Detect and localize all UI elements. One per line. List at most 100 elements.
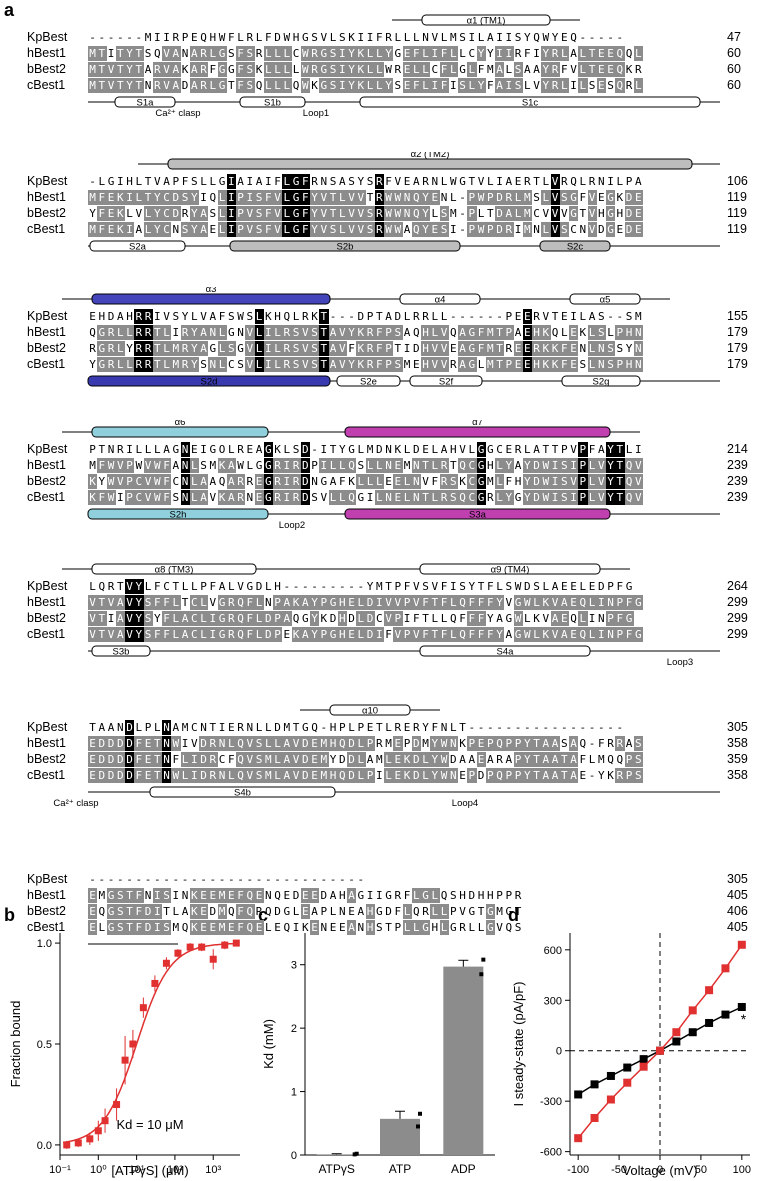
- sequence-name: bBest2: [27, 341, 66, 355]
- strand-cylinder: [539, 240, 611, 252]
- category-label: ATPγS: [318, 1162, 354, 1176]
- sequence-end-number: 405: [727, 888, 748, 902]
- sequence-name: cBest1: [27, 490, 66, 504]
- sequence-end-number: 359: [727, 752, 748, 766]
- secondary-structure-top: α10: [300, 704, 440, 717]
- y-tick-label: 0.0: [37, 1140, 52, 1152]
- secondary-structure-top: α3 α4 α5: [62, 287, 670, 306]
- replicate-point: [418, 1111, 422, 1116]
- chart-b: 10⁻¹ 10⁰ 10¹ 10² 10³ 0.0 0.5 1.0 Kd = 10 μM [ATPγ…: [8, 933, 240, 1178]
- sequence-end-number: 239: [727, 474, 748, 488]
- secondary-structure-top: α6 α7: [62, 420, 640, 438]
- data-point: [574, 1134, 583, 1143]
- data-point: [672, 1028, 681, 1037]
- helix-label: α7: [472, 420, 483, 428]
- sequence-name: KpBest: [27, 872, 68, 886]
- sequence-end-number: 299: [727, 627, 748, 641]
- replicate-point: [416, 1124, 420, 1129]
- strand-label: S4b: [234, 788, 251, 799]
- secondary-structure-bottom: S1a S1b S1c Ca²⁺ clasp Loop1: [88, 96, 720, 119]
- secondary-structure-top: [0, 850, 761, 870]
- data-point: [656, 1046, 664, 1055]
- sequence-name: hBest1: [27, 325, 66, 339]
- strand-label: S1c: [522, 98, 539, 109]
- sequence-end-number: 119: [727, 222, 747, 236]
- data-point: [705, 1018, 714, 1027]
- sequence-name: KpBest: [27, 309, 68, 323]
- x-axis-label: Voltage (mV): [622, 1163, 697, 1178]
- sequence-end-number: 119: [727, 206, 747, 220]
- sequence-name: KpBest: [27, 720, 68, 734]
- alignment-note: Loop2: [279, 520, 305, 531]
- strand-cylinder: [561, 375, 641, 387]
- strand-label: S2c: [567, 242, 584, 253]
- sequence-name: KpBest: [27, 30, 68, 44]
- y-axis-label: Fraction bound: [8, 1001, 23, 1088]
- strand-label: S2d: [201, 377, 218, 388]
- sequence-end-number: 264: [727, 579, 748, 593]
- data-point: [737, 940, 746, 949]
- helix-cylinder: [91, 293, 331, 305]
- data-point: [688, 1028, 697, 1037]
- strand-label: S2h: [170, 510, 187, 521]
- x-tick-label: -100: [567, 1164, 589, 1176]
- sequence-end-number: 179: [727, 341, 748, 355]
- x-axis-label: [ATPγS] (μM): [111, 1163, 188, 1178]
- sequence-end-number: 305: [727, 872, 748, 886]
- data-point: [574, 1090, 583, 1099]
- helix-cylinder: [91, 426, 269, 438]
- strand-cylinder: [239, 96, 306, 108]
- y-tick-label: 1: [291, 1087, 297, 1099]
- data-point: [606, 1071, 615, 1080]
- helix-label: α1 (TM1): [467, 16, 506, 27]
- strand-cylinder: [91, 645, 151, 657]
- x-tick-label: 10²: [167, 1164, 183, 1176]
- data-point: [121, 1056, 129, 1064]
- x-tick-label: 10¹: [129, 1164, 145, 1176]
- data-point: [113, 1101, 121, 1109]
- strand-cylinder: [336, 375, 401, 387]
- y-tick-label: 2: [291, 1023, 297, 1035]
- sequence-end-number: 155: [727, 309, 748, 323]
- sequence-end-number: 239: [727, 458, 748, 472]
- x-tick-label: 0: [657, 1164, 663, 1176]
- strand-cylinder: [419, 645, 591, 657]
- y-tick-label: 1.0: [37, 938, 52, 950]
- strand-cylinder: [87, 508, 269, 520]
- sequence-name: KpBest: [27, 579, 68, 593]
- secondary-structure-bottom: S2a S2b S2c: [88, 240, 720, 253]
- sequence-name: cBest1: [27, 920, 66, 934]
- sequence-end-number: 179: [727, 357, 748, 371]
- sequence-name: cBest1: [27, 78, 66, 92]
- sequence-name: KpBest: [27, 174, 68, 188]
- y-tick-label: 0: [556, 1046, 562, 1058]
- sequence-end-number: 119: [727, 190, 747, 204]
- panel-d-label: d: [508, 905, 519, 925]
- strand-label: S2f: [439, 377, 454, 388]
- x-tick-label: 100: [733, 1164, 751, 1176]
- data-point: [101, 1117, 109, 1125]
- secondary-structure-bottom: S3b S4a Loop3: [88, 645, 720, 668]
- strand-cylinder: [89, 240, 186, 252]
- sequence-end-number: 179: [727, 325, 748, 339]
- replicate-point: [481, 957, 486, 962]
- alignment-note: Ca²⁺ clasp: [53, 798, 98, 809]
- sequence-name: bBest2: [27, 752, 66, 766]
- y-tick-label: -600: [540, 1147, 562, 1159]
- strand-label: S2e: [360, 377, 377, 388]
- data-point: [672, 1037, 681, 1046]
- sequence-end-number: 358: [727, 768, 748, 782]
- helix-cylinder: [329, 704, 411, 716]
- sequence-name: cBest1: [27, 768, 66, 782]
